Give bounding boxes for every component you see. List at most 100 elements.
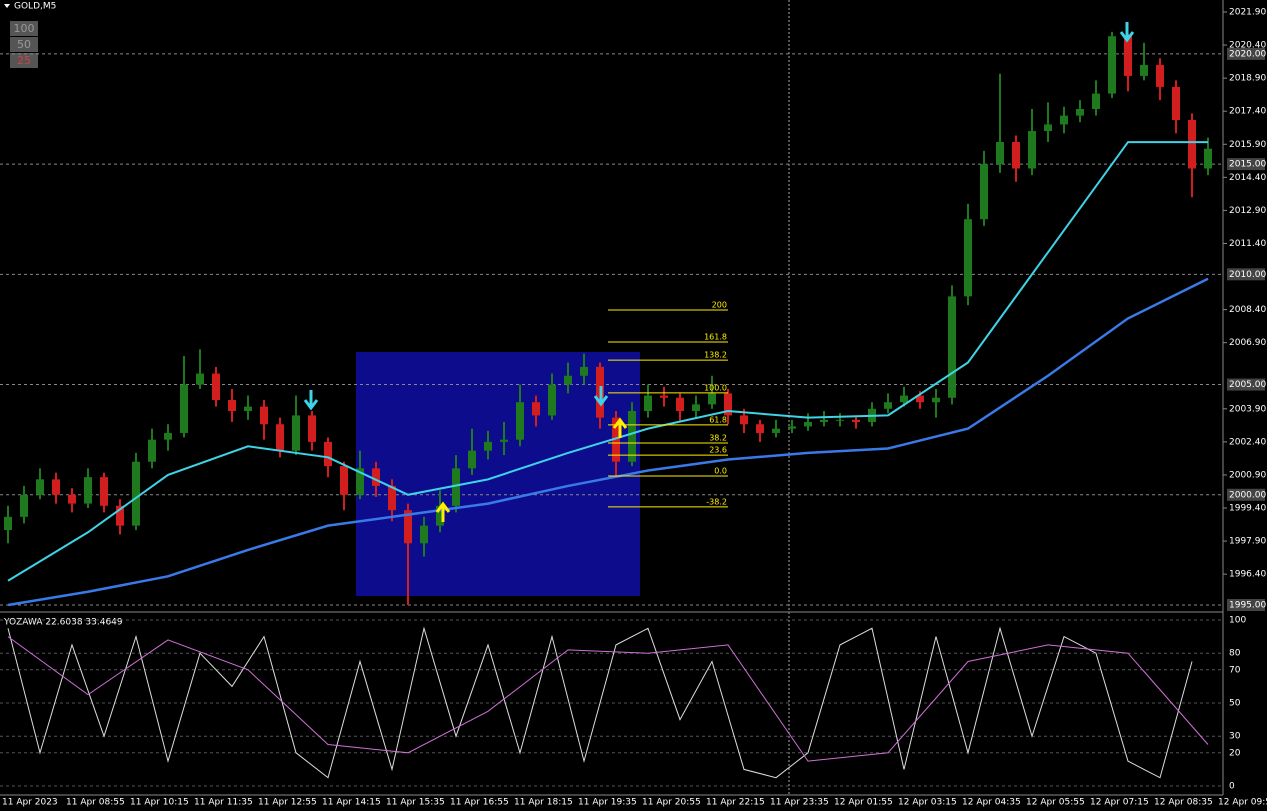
- candle-body: [644, 395, 652, 412]
- osc-fast: [7, 626, 1193, 779]
- time-label: 11 Apr 23:35: [770, 798, 829, 808]
- candle-body: [132, 461, 140, 526]
- time-label: 12 Apr 09:55: [1218, 798, 1267, 808]
- candle-body: [964, 219, 972, 297]
- candle-body: [292, 415, 300, 451]
- candle-body: [420, 525, 428, 544]
- candle-body: [900, 395, 908, 403]
- ma-slow: [7, 277, 1209, 607]
- candle-body: [756, 424, 764, 434]
- signal-arrow: [612, 417, 628, 438]
- level-label: 1995.00: [1229, 601, 1266, 611]
- symbol: GOLD,M5: [14, 2, 56, 12]
- level-box: [1227, 158, 1265, 171]
- candle-body: [1044, 124, 1052, 132]
- candle-body: [1124, 36, 1132, 76]
- timeframe-button-label[interactable]: 50: [17, 38, 31, 51]
- candle-body: [660, 395, 668, 398]
- price-tick-label: 1996.40: [1229, 570, 1266, 580]
- fib-label: 0.0: [714, 467, 727, 476]
- time-label: 12 Apr 03:15: [898, 798, 957, 808]
- candle-body: [676, 397, 684, 412]
- time-label: 11 Apr 22:15: [706, 798, 765, 808]
- level-label: 2000.00: [1229, 490, 1266, 500]
- candle-body: [356, 468, 364, 495]
- signal-arrow: [435, 501, 451, 522]
- time-label: 12 Apr 04:35: [962, 798, 1021, 808]
- level-box: [1227, 599, 1265, 611]
- candle-body: [916, 395, 924, 403]
- time-label: 11 Apr 20:55: [642, 798, 701, 808]
- candle-body: [244, 406, 252, 412]
- price-tick-label: 2020.40: [1229, 41, 1266, 51]
- candle-body: [308, 415, 316, 442]
- timeframe-button[interactable]: [10, 53, 38, 68]
- candle-body: [1092, 93, 1100, 109]
- osc-tick-label: 80: [1229, 649, 1241, 659]
- price-tick-label: 2017.40: [1229, 107, 1266, 117]
- price-tick-label: 2011.40: [1229, 239, 1266, 249]
- candle-body: [68, 494, 76, 504]
- price-tick-label: 2018.90: [1229, 74, 1266, 84]
- candle-body: [932, 397, 940, 403]
- candle-body: [804, 422, 812, 427]
- indicator-label: YOZAWA 22.6038 33.4649: [3, 618, 123, 628]
- candle-body: [388, 485, 396, 511]
- candle-body: [116, 505, 124, 526]
- level-box: [1227, 488, 1265, 501]
- time-label: 11 Apr 19:35: [578, 798, 637, 808]
- candle-body: [708, 393, 716, 405]
- candle-body: [372, 468, 380, 486]
- candle-body: [1108, 36, 1116, 94]
- candle-body: [980, 164, 988, 220]
- time-label: 12 Apr 05:55: [1026, 798, 1085, 808]
- fib-label: 61.8: [709, 415, 727, 424]
- candle-body: [1188, 120, 1196, 169]
- price-tick-label: 2015.90: [1229, 140, 1266, 150]
- rectangle-object: [356, 352, 640, 596]
- symbol-menu[interactable]: [4, 4, 10, 8]
- time-label: 12 Apr 08:35: [1154, 798, 1213, 808]
- candle-body: [1060, 115, 1068, 125]
- candle-body: [228, 399, 236, 412]
- candle-body: [692, 404, 700, 412]
- candle-body: [452, 468, 460, 506]
- price-tick-label: 1999.40: [1229, 504, 1266, 514]
- time-label: 11 Apr 2023: [2, 798, 58, 808]
- time-label: 11 Apr 15:35: [386, 798, 445, 808]
- signal-arrow: [593, 386, 609, 407]
- level-label: 2010.00: [1229, 270, 1266, 280]
- price-tick-label: 1997.90: [1229, 537, 1266, 547]
- timeframe-button-label[interactable]: 25: [17, 54, 31, 67]
- timeframe-button-label[interactable]: 100: [14, 22, 35, 35]
- fib-label: 138.2: [704, 351, 727, 360]
- ma-fast: [7, 141, 1208, 582]
- osc-tick-label: 20: [1229, 748, 1241, 758]
- timeframe-button[interactable]: [10, 37, 38, 52]
- fib-label: 38.2: [709, 433, 727, 442]
- time-label: 12 Apr 07:15: [1090, 798, 1149, 808]
- price-tick-label: 2012.90: [1229, 206, 1266, 216]
- osc-tick-label: 50: [1229, 699, 1241, 709]
- time-label: 11 Apr 18:15: [514, 798, 573, 808]
- fib-label: 23.6: [709, 446, 727, 455]
- candle-body: [628, 411, 636, 462]
- osc-tick-label: 70: [1229, 665, 1241, 675]
- candle-body: [772, 428, 780, 434]
- candle-body: [724, 393, 732, 416]
- candle-body: [180, 384, 188, 434]
- candle-body: [1140, 64, 1148, 76]
- candle-body: [852, 419, 860, 423]
- candle-body: [276, 424, 284, 451]
- candle-body: [1156, 64, 1164, 87]
- candle-body: [84, 477, 92, 504]
- candle-body: [436, 505, 444, 526]
- candle-body: [548, 384, 556, 416]
- fib-label: 161.8: [704, 333, 727, 342]
- level-box: [1227, 47, 1265, 60]
- timeframe-button[interactable]: [10, 21, 38, 36]
- candle-body: [948, 296, 956, 398]
- price-tick-label: 2000.90: [1229, 470, 1266, 480]
- candle-body: [580, 366, 588, 376]
- candle-body: [484, 441, 492, 451]
